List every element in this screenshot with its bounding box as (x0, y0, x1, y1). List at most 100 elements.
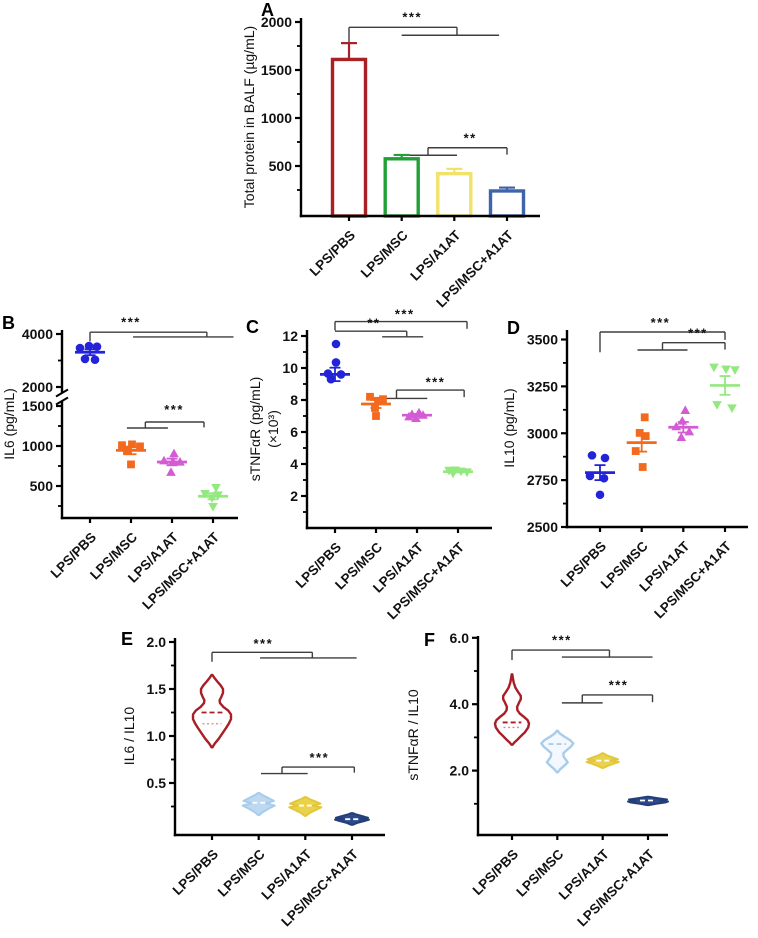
y-tick-labels: 2 4 6 8 10 12 (282, 328, 298, 504)
y-tick-labels: 2500 2750 3000 3250 3500 (527, 332, 558, 536)
group-LPS/MSC (116, 440, 146, 469)
svg-text:***: *** (651, 315, 671, 330)
group-LPS/A1AT (668, 405, 699, 441)
group-LPS/MSC+A1AT (443, 466, 473, 479)
svg-text:LPS/PBS: LPS/PBS (170, 847, 221, 898)
svg-text:sTNFαR / IL10: sTNFαR / IL10 (405, 689, 421, 781)
panel-letter-a: A (261, 0, 274, 20)
group-LPS/MSC (626, 413, 657, 471)
axes (476, 636, 668, 837)
y-ticks (295, 20, 301, 191)
x-ticks (598, 527, 727, 532)
y-ticks (472, 636, 478, 805)
violins (191, 673, 370, 826)
y-tick-labels: 2.0 4.0 6.0 (450, 630, 470, 779)
y-axis-title: sTNFαR (pg/mL) (×10³) (247, 377, 281, 482)
violin-LPS/PBS (191, 673, 233, 749)
significance-brackets: *** *** (511, 632, 654, 704)
svg-text:1.5: 1.5 (147, 681, 167, 697)
svg-text:LPS/MSC+A1AT: LPS/MSC+A1AT (651, 538, 734, 621)
bar-LPS/A1AT (436, 171, 473, 218)
svg-text:2750: 2750 (527, 472, 558, 488)
svg-text:IL6 / IL10: IL6 / IL10 (121, 707, 137, 766)
y-axis-title: IL10 (pg/mL) (501, 388, 517, 467)
svg-text:2: 2 (290, 488, 298, 504)
svg-text:3500: 3500 (527, 332, 558, 348)
svg-text:LPS/A1AT: LPS/A1AT (407, 227, 464, 284)
significance-brackets: *** *** (599, 315, 726, 353)
svg-text:3250: 3250 (527, 378, 558, 394)
svg-text:6.0: 6.0 (450, 630, 470, 646)
violin-LPS/A1AT (288, 796, 323, 817)
svg-text:LPS/MSC+A1AT: LPS/MSC+A1AT (574, 846, 657, 929)
violins (493, 673, 669, 807)
panel-letter-f: F (424, 630, 435, 650)
panel-letter-c: C (246, 317, 259, 337)
svg-text:12: 12 (282, 328, 298, 344)
panel-c-chart: ******** 2 4 6 8 10 12 LPS/PBSLPS/MSCLPS/A1ATLP… (247, 307, 492, 622)
svg-text:2000: 2000 (22, 379, 53, 395)
svg-text:sTNFαR (pg/mL): sTNFαR (pg/mL) (247, 377, 263, 482)
y-tick-labels: 500 1000 1500 2000 4000 (22, 326, 53, 494)
y-tick-labels: 500 1000 1500 2000 (261, 14, 292, 174)
svg-text:***: *** (164, 402, 184, 417)
svg-text:500: 500 (30, 478, 54, 494)
group-LPS/PBS (320, 339, 350, 384)
x-ticks (347, 216, 509, 221)
y-axis-title: IL6 (pg/mL) (1, 388, 17, 460)
svg-text:LPS/MSC+A1AT: LPS/MSC+A1AT (139, 529, 222, 612)
y-tick-labels: 0.5 1.0 1.5 2.0 (147, 634, 167, 791)
significance-brackets: *** *** (89, 314, 234, 429)
data-points (585, 363, 740, 500)
svg-text:10: 10 (282, 360, 298, 376)
x-ticks (333, 528, 460, 533)
svg-text:1500: 1500 (22, 398, 53, 414)
panel-e-chart: *** *** 0.5 1.0 1.5 2.0 LPS/PBSLPS/MSCLPS/A1AT… (121, 634, 385, 929)
svg-text:2500: 2500 (527, 519, 558, 535)
svg-text:***: *** (395, 307, 415, 322)
svg-text:2.0: 2.0 (450, 763, 470, 779)
x-ticks (510, 835, 650, 840)
bar-LPS/MSC+A1AT (488, 189, 526, 218)
svg-text:8: 8 (290, 392, 298, 408)
panel-d-chart: *** *** 2500 2750 3000 3250 3500 LPS/PBSLPS/MSC… (501, 315, 748, 621)
svg-text:***: *** (121, 314, 141, 329)
axes (565, 330, 748, 529)
group-LPS/A1AT (157, 448, 187, 476)
svg-text:***: *** (402, 10, 422, 25)
panel-b-chart: *** *** 500 1000 1500 2000 4000 LPS/PBSLPS/MSCL… (1, 314, 238, 612)
x-ticks (210, 835, 354, 840)
violin-LPS/PBS (493, 673, 531, 746)
svg-text:6: 6 (290, 424, 298, 440)
svg-text:3000: 3000 (527, 425, 558, 441)
x-ticks (88, 518, 215, 523)
svg-text:IL10 (pg/mL): IL10 (pg/mL) (501, 388, 517, 467)
y-ticks (301, 334, 307, 513)
group-LPS/MSC (361, 392, 391, 420)
data-points (75, 341, 228, 512)
svg-text:***: *** (609, 677, 629, 692)
significance-brackets: ***** (348, 10, 508, 156)
svg-text:4.0: 4.0 (450, 696, 470, 712)
y-ticks (56, 332, 62, 507)
group-LPS/MSC+A1AT (709, 363, 740, 413)
bars (330, 42, 526, 218)
group-LPS/PBS (75, 341, 105, 365)
violin-LPS/A1AT (585, 752, 620, 769)
svg-text:4: 4 (290, 456, 298, 472)
panel-f-chart: *** *** 2.0 4.0 6.0 LPS/PBSLPS/MSCLPS/A1ATLPS… (405, 630, 669, 929)
y-ticks (169, 640, 175, 808)
svg-text:1.0: 1.0 (147, 728, 167, 744)
group-LPS/PBS (585, 451, 615, 500)
svg-text:4000: 4000 (22, 326, 53, 342)
significance-brackets: ******** (334, 307, 468, 400)
violin-LPS/MSC+A1AT (334, 812, 370, 826)
svg-text:1000: 1000 (22, 438, 53, 454)
svg-text:LPS/PBS: LPS/PBS (307, 228, 358, 279)
